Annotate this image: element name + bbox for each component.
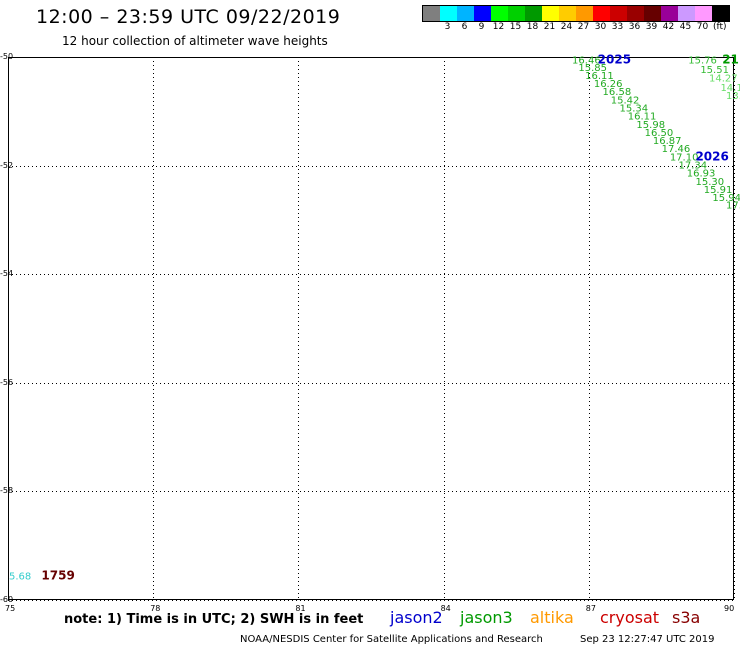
wave-height-reading: 15.91	[704, 185, 733, 196]
latitude-tick-label: -52	[0, 160, 14, 170]
generated-timestamp: Sep 23 12:27:47 UTC 2019	[580, 634, 715, 645]
wave-height-reading: 15.30	[695, 177, 724, 188]
wave-height-reading: 15.51	[700, 65, 729, 76]
longitude-tick-label: 84	[440, 604, 451, 613]
wave-height-reading: 16.50	[645, 128, 674, 139]
page-subtitle: 12 hour collection of altimeter wave hei…	[62, 34, 328, 48]
longitude-tick-label: 75	[5, 604, 16, 613]
wave-height-reading: 16.87	[653, 136, 682, 147]
legend-swatch	[576, 6, 593, 21]
wave-height-reading: 15.85	[578, 63, 607, 74]
longitude-tick-label: 87	[585, 604, 596, 613]
longitude-tick-label: 90	[724, 604, 735, 613]
wave-height-reading: 16.11	[628, 112, 657, 123]
satellite-jason3-label: jason3	[460, 608, 513, 627]
credit-text: NOAA/NESDIS Center for Satellite Applica…	[240, 634, 543, 645]
wave-height-reading: 15.42	[611, 95, 640, 106]
legend-label: 3	[444, 22, 451, 32]
legend-label: 24	[560, 22, 573, 32]
legend-swatch	[508, 6, 525, 21]
legend-unit: (ft)	[713, 22, 727, 32]
page-title: 12:00 – 23:59 UTC 09/22/2019	[36, 6, 341, 28]
wave-height-reading: 14.27	[709, 74, 738, 85]
legend-swatch	[678, 6, 695, 21]
legend-swatch	[627, 6, 644, 21]
wave-height-reading: 17.	[726, 201, 740, 212]
wave-height-reading: 5.68	[9, 572, 31, 583]
wave-height-reading: 15.76	[688, 56, 717, 67]
legend-label: 33	[611, 22, 624, 32]
wave-height-reading: 17.10	[670, 152, 699, 163]
legend-swatch	[423, 6, 440, 21]
track-time-label: 1759	[41, 569, 74, 583]
wave-height-reading: 16.26	[594, 79, 623, 90]
legend-swatch	[457, 6, 474, 21]
legend-label: 12	[492, 22, 505, 32]
legend-label: 36	[628, 22, 641, 32]
legend-swatch	[695, 6, 712, 21]
legend-label: 45	[679, 22, 692, 32]
track-time-label: 21	[722, 53, 739, 67]
legend-swatch	[593, 6, 610, 21]
legend-label: 6	[461, 22, 468, 32]
legend-swatch	[440, 6, 457, 21]
wave-height-reading: 15.34	[619, 103, 648, 114]
wave-height-reading: 16.46	[572, 56, 601, 67]
satellite-jason2-label: jason2	[390, 608, 443, 627]
legend-label: 70	[696, 22, 709, 32]
longitude-tick-label: 78	[150, 604, 161, 613]
wave-height-reading: 16.93	[687, 169, 716, 180]
latitude-tick-label: -54	[0, 269, 14, 279]
legend-swatch	[712, 6, 729, 21]
latitude-tick-label: -58	[0, 486, 14, 496]
legend-label: 9	[478, 22, 485, 32]
legend-label: 42	[662, 22, 675, 32]
legend-swatch	[610, 6, 627, 21]
latitude-tick-label: -60	[0, 595, 14, 604]
legend-swatch	[491, 6, 508, 21]
legend-label: 27	[577, 22, 590, 32]
legend-swatch	[542, 6, 559, 21]
map-frame	[8, 57, 734, 600]
latitude-tick-label: -56	[0, 377, 14, 387]
wave-height-reading: 15.94	[712, 193, 740, 204]
satellite-cryosat-label: cryosat	[600, 608, 660, 627]
legend-swatch	[559, 6, 576, 21]
longitude-tick-label: 81	[295, 604, 306, 613]
legend-swatch	[661, 6, 678, 21]
legend-label: 15	[509, 22, 522, 32]
units-note: note: 1) Time is in UTC; 2) SWH is in fe…	[64, 612, 364, 627]
legend-label: 30	[594, 22, 607, 32]
track-time-label: 2026	[695, 149, 728, 163]
legend-label: 39	[645, 22, 658, 32]
legend-swatch	[644, 6, 661, 21]
color-scale-labels: 3 6 9 12 15 18 21 24 27 30 33 36 39 42 45 70 (ft)	[422, 22, 737, 32]
legend-label	[422, 22, 439, 32]
wave-height-reading: 14.1	[720, 83, 740, 94]
wave-height-reading: 16.58	[603, 87, 632, 98]
wave-height-reading: 16.11	[585, 71, 614, 82]
satellite-s3a-label: s3a	[672, 608, 701, 627]
wave-height-map: 16.4615.8516.1116.2616.5815.4215.3416.11…	[8, 53, 740, 601]
color-scale-legend	[422, 5, 730, 22]
wave-height-reading: 17.46	[662, 144, 691, 155]
track-time-label: 2025	[598, 53, 631, 67]
legend-label: 18	[526, 22, 539, 32]
latitude-tick-label: -50	[0, 52, 14, 61]
legend-swatch	[474, 6, 491, 21]
wave-height-reading: 15.98	[636, 120, 665, 131]
wave-height-reading: 13.	[726, 91, 740, 102]
legend-label: 21	[543, 22, 556, 32]
legend-swatch	[525, 6, 542, 21]
wave-height-reading: 17.34	[679, 161, 708, 172]
satellite-altika-label: altika	[530, 608, 574, 627]
